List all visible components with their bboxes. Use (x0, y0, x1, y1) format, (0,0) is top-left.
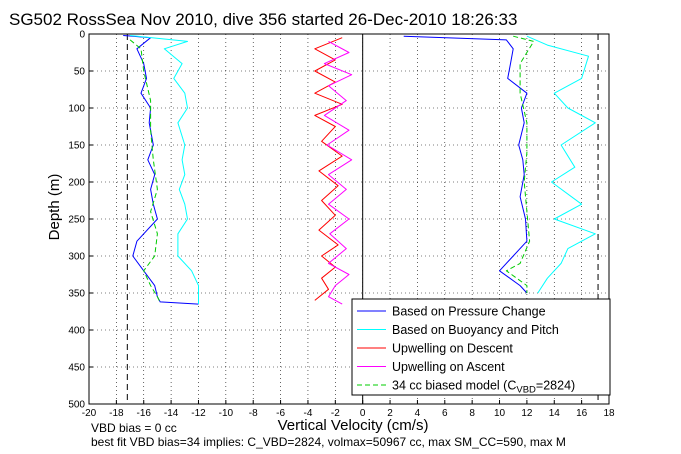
x-tick-label: 12 (521, 408, 533, 419)
y-tick-label: 150 (68, 141, 85, 152)
series-line (505, 35, 535, 293)
x-tick-label: -20 (82, 408, 97, 419)
x-tick-label: -12 (191, 408, 206, 419)
y-ticks: 0 50 100 150 200 250 300 350 400 450 500 (68, 30, 93, 411)
y-tick-label: 100 (68, 104, 85, 115)
series-line (403, 35, 528, 294)
legend-label: Based on Pressure Change (392, 305, 546, 319)
series-line (314, 37, 343, 301)
series-line (129, 39, 161, 303)
series-group (123, 35, 596, 305)
x-tick-label: -2 (331, 408, 340, 419)
x-tick-label: -6 (276, 408, 285, 419)
x-tick-label: -14 (164, 408, 179, 419)
y-tick-label: 350 (68, 289, 85, 300)
x-tick-label: 2 (387, 408, 393, 419)
series-line (323, 40, 353, 305)
y-tick-label: 0 (79, 30, 85, 41)
y-tick-label: 50 (74, 67, 86, 78)
series-34-cc-biased-model-c-vbd-2824 (129, 35, 535, 303)
x-tick-label: -16 (137, 408, 152, 419)
legend-box (351, 298, 611, 396)
y-tick-label: 500 (68, 400, 85, 411)
legend: Based on Pressure Change Based on Buoyanc… (351, 298, 611, 396)
x-tick-label: 4 (415, 408, 421, 419)
series-based-on-buoyancy-and-pitch (130, 35, 596, 305)
x-tick-label: 14 (549, 408, 561, 419)
y-axis-label: Depth (m) (46, 174, 63, 241)
x-tick-label: 18 (603, 408, 615, 419)
legend-label: Upwelling on Descent (392, 342, 513, 356)
series-upwelling-on-descent (314, 37, 343, 301)
legend-label: Based on Buoyancy and Pitch (392, 323, 559, 337)
x-tick-label: 0 (360, 408, 366, 419)
x-tick-label: -18 (109, 408, 124, 419)
series-based-on-pressure-change (123, 35, 528, 305)
x-axis-label: Vertical Velocity (cm/s) (278, 417, 429, 434)
x-tick-label: -4 (303, 408, 312, 419)
series-line (130, 35, 199, 305)
legend-label: Upwelling on Ascent (392, 360, 505, 374)
note-best-fit: best fit VBD bias=34 implies: C_VBD=2824… (91, 435, 566, 449)
series-line (123, 35, 199, 305)
y-tick-label: 400 (68, 326, 85, 337)
x-tick-label: -10 (219, 408, 234, 419)
x-tick-label: 6 (442, 408, 448, 419)
y-tick-label: 300 (68, 252, 85, 263)
x-tick-label: 10 (494, 408, 506, 419)
note-vbd-bias: VBD bias = 0 cc (91, 421, 177, 435)
series-upwelling-on-ascent (323, 40, 353, 305)
y-tick-label: 450 (68, 363, 85, 374)
y-tick-label: 200 (68, 178, 85, 189)
chart-title: SG502 RossSea Nov 2010, dive 356 started… (9, 10, 517, 29)
x-tick-label: 16 (576, 408, 588, 419)
x-ticks: -20 -18 -16 -14 -12 -10 -8 -6 -4 -2 0 2 4 6 8 10 12 14 16 1… (82, 400, 615, 419)
series-line (526, 35, 596, 294)
x-tick-label: -8 (249, 408, 258, 419)
y-tick-label: 250 (68, 215, 85, 226)
x-tick-label: 8 (469, 408, 475, 419)
